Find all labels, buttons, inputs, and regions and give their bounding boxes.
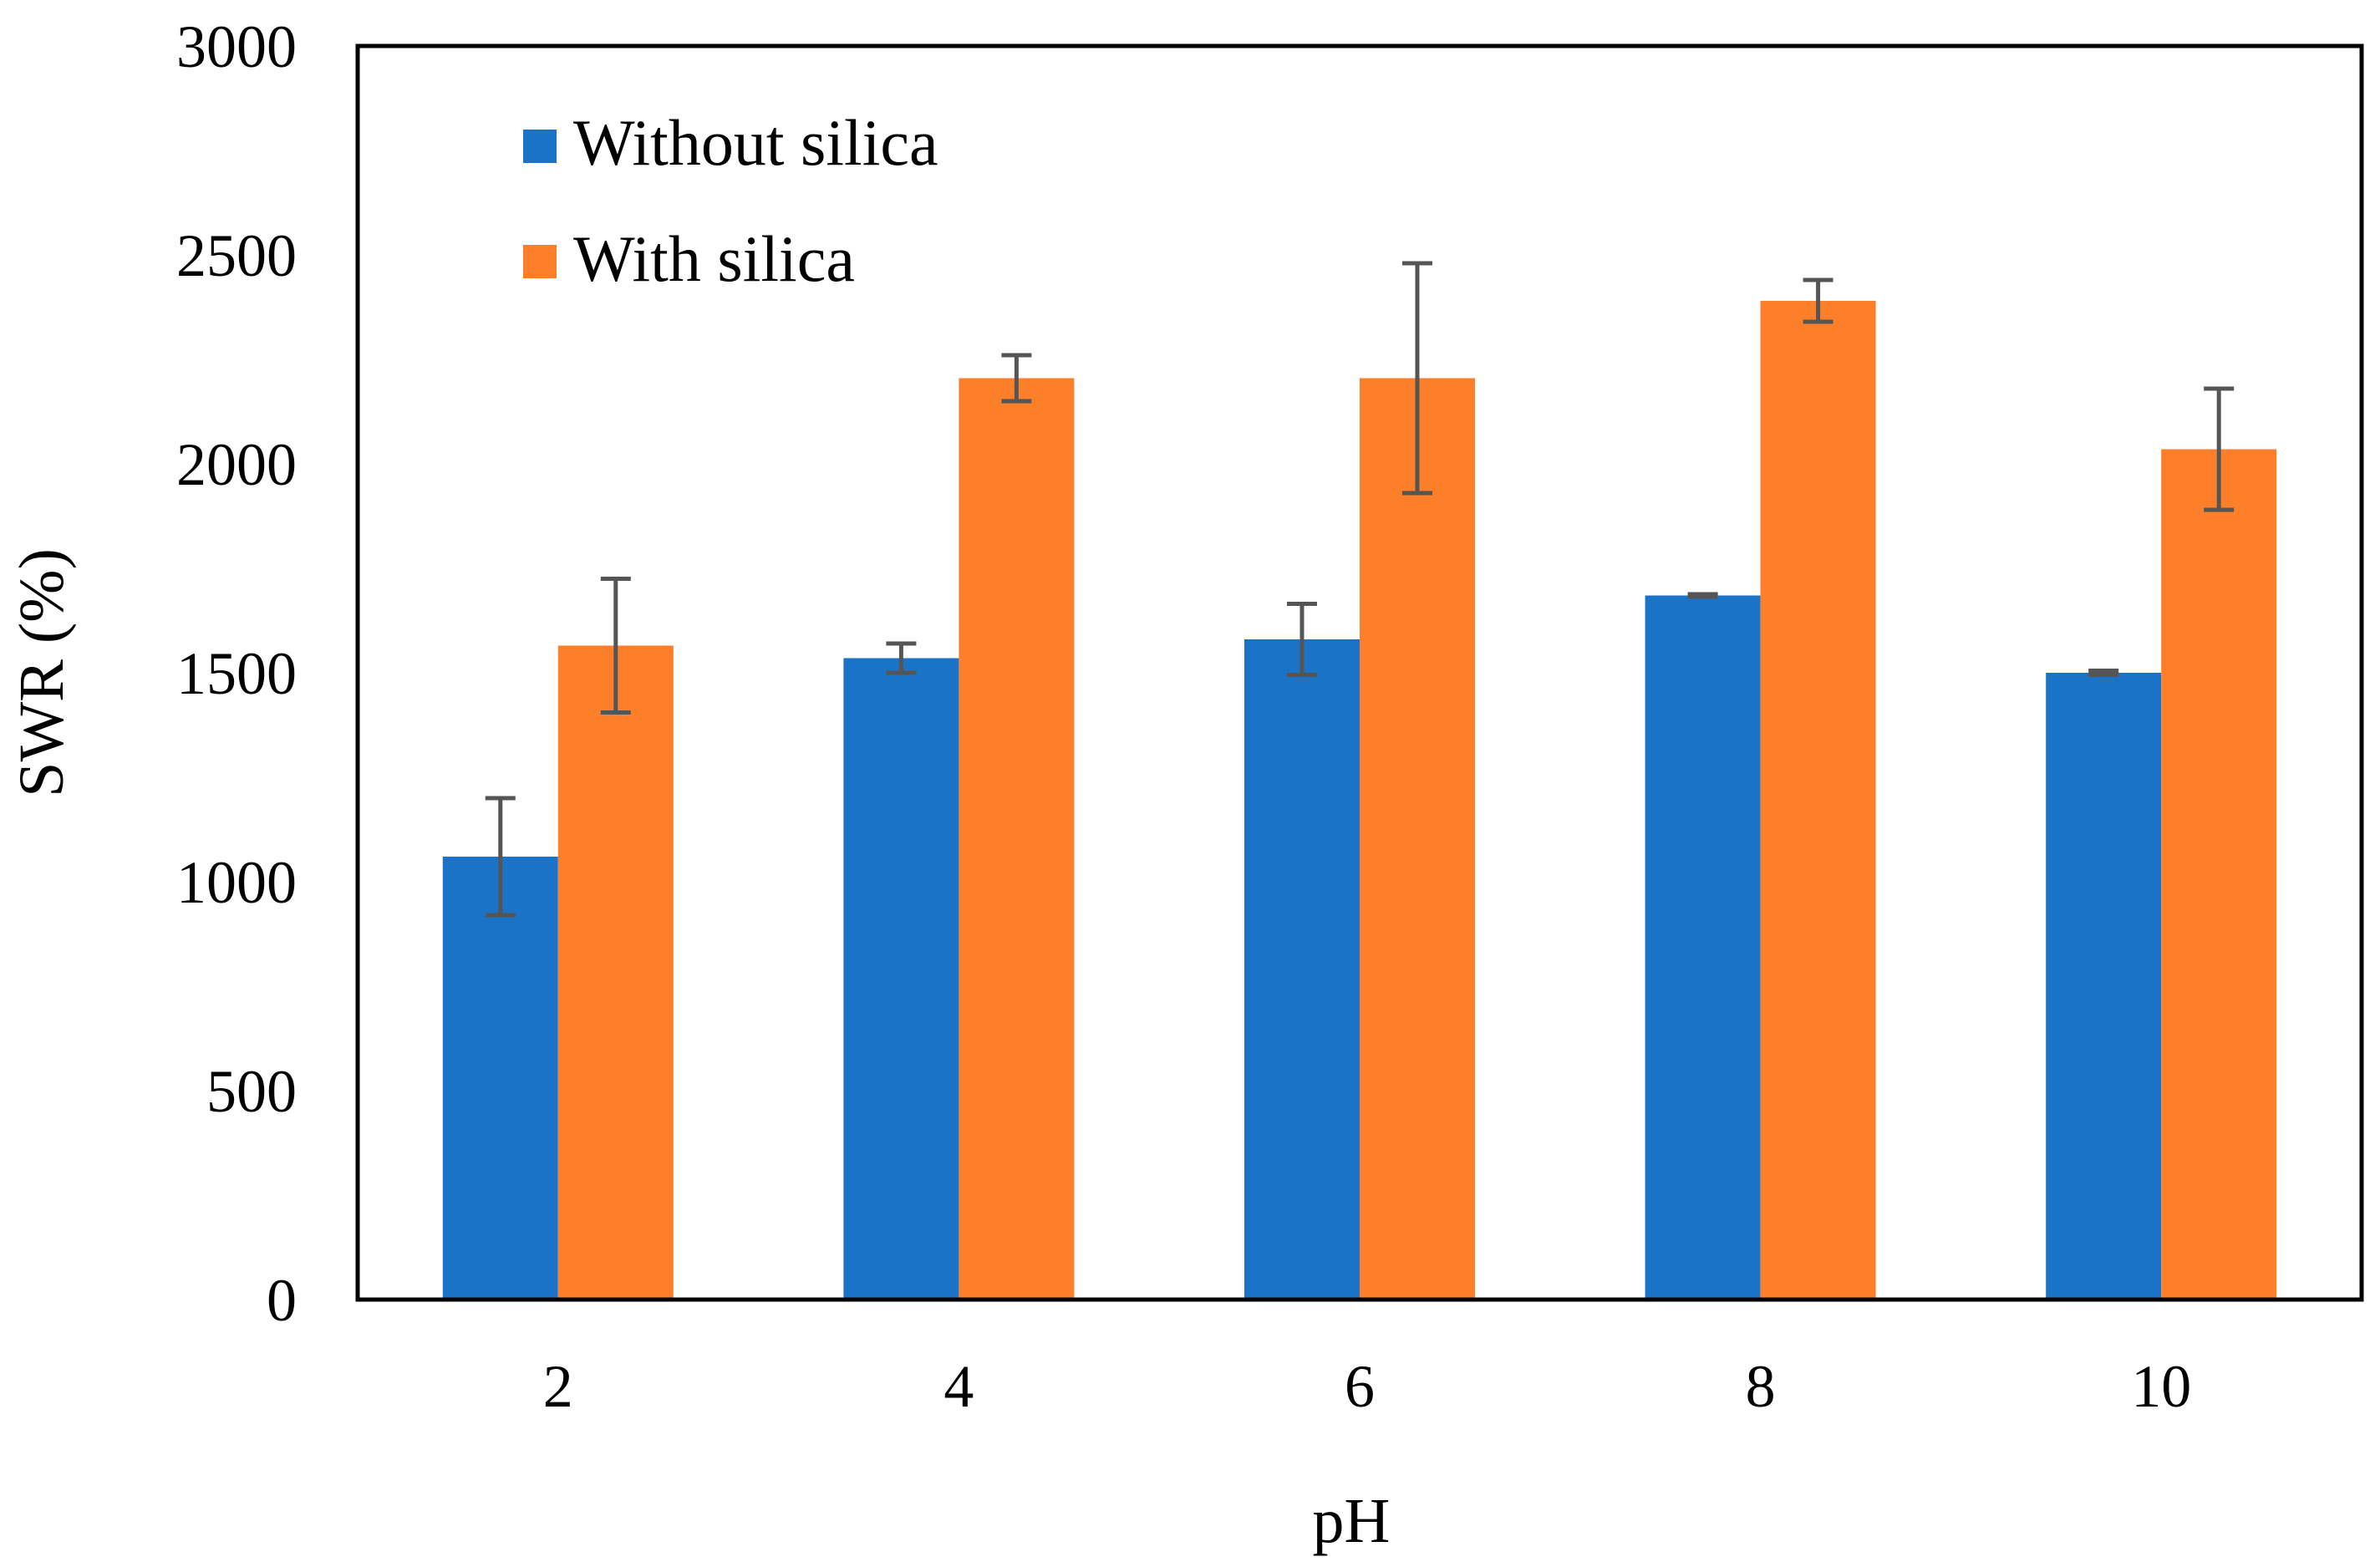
x-tick-label: 6	[1345, 1353, 1375, 1420]
error-bar-with-silica-ph-4	[1001, 353, 1032, 404]
bar-without-silica-ph-4	[843, 658, 959, 1300]
error-bar-without-silica-ph-8	[1687, 592, 1718, 599]
legend-swatch-with-silica	[523, 245, 557, 278]
x-tick-labels: 2 4 6 8 10	[543, 1353, 2191, 1420]
y-tick-label: 500	[206, 1058, 297, 1125]
error-bar-with-silica-ph-6	[1402, 261, 1432, 496]
bars-layer	[442, 301, 2277, 1300]
y-tick-labels: 0 500 1000 1500 2000 2500 3000	[176, 13, 297, 1334]
y-axis-title: SWR (%)	[7, 548, 77, 797]
error-bar-with-silica-ph-10	[2204, 386, 2235, 512]
error-bar-without-silica-ph-2	[485, 796, 516, 918]
legend: Without silica With silica	[523, 106, 938, 295]
error-bar-without-silica-ph-4	[886, 641, 917, 675]
bar-with-silica-ph-2	[557, 645, 674, 1300]
bar-without-silica-ph-10	[2046, 673, 2162, 1300]
error-bars-layer	[485, 261, 2235, 918]
x-tick-label: 2	[543, 1353, 573, 1420]
error-bar-with-silica-ph-2	[600, 577, 631, 715]
error-bar-with-silica-ph-8	[1803, 277, 1833, 324]
bar-without-silica-ph-6	[1244, 639, 1360, 1300]
legend-swatch-without-silica	[523, 130, 557, 163]
bar-without-silica-ph-2	[442, 857, 558, 1300]
error-bar-without-silica-ph-6	[1287, 602, 1317, 677]
x-tick-label: 10	[2131, 1353, 2191, 1420]
x-tick-label: 8	[1746, 1353, 1776, 1420]
y-tick-label: 0	[267, 1267, 297, 1334]
legend-label-without-silica: Without silica	[573, 106, 938, 179]
bar-with-silica-ph-8	[1760, 301, 1876, 1300]
y-tick-label: 1000	[176, 849, 297, 916]
bar-without-silica-ph-8	[1645, 595, 1761, 1300]
x-tick-label: 4	[943, 1353, 974, 1420]
plot-frame	[355, 43, 2364, 1302]
error-bar-without-silica-ph-10	[2088, 669, 2119, 677]
y-tick-label: 2500	[176, 222, 297, 289]
bar-with-silica-ph-6	[1360, 378, 1475, 1300]
y-tick-label: 2000	[176, 431, 297, 498]
bar-with-silica-ph-4	[959, 378, 1075, 1300]
bar-with-silica-ph-10	[2161, 449, 2277, 1300]
y-tick-label: 1500	[176, 640, 297, 707]
y-tick-label: 3000	[176, 13, 297, 80]
legend-label-with-silica: With silica	[573, 222, 855, 295]
x-axis-title: pH	[1313, 1486, 1391, 1556]
